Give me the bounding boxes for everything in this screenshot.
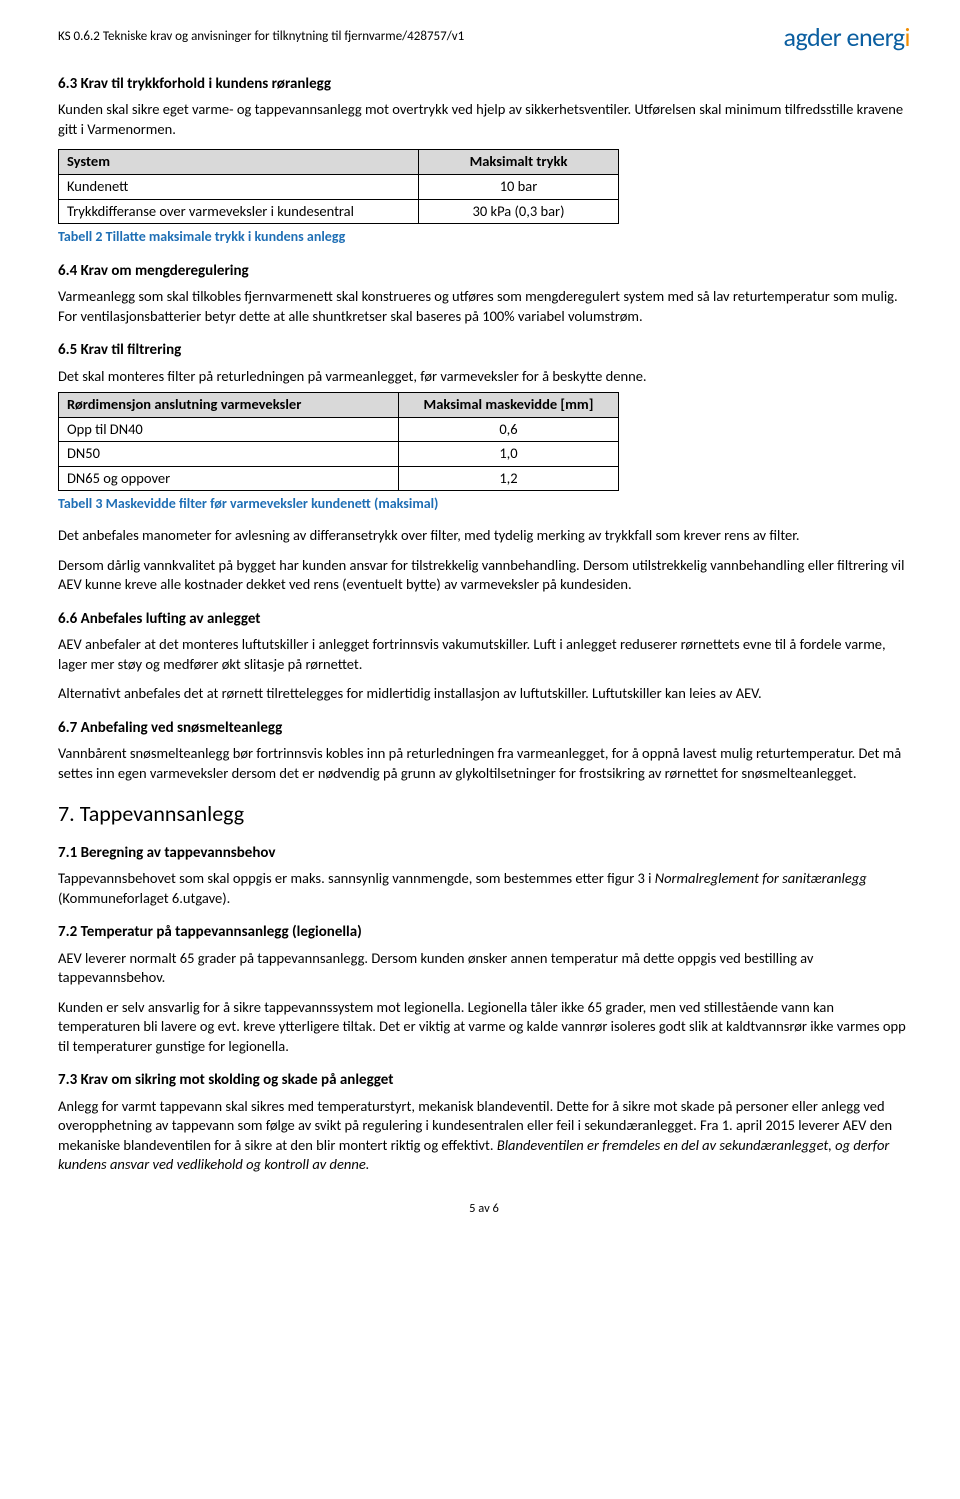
table-cell: 1,2: [399, 466, 619, 491]
doc-reference: KS 0.6.2 Tekniske krav og anvisninger fo…: [58, 28, 464, 46]
text-span: (Kommuneforlaget 6.utgave).: [58, 889, 230, 907]
table-2: System Maksimalt trykk Kundenett 10 bar …: [58, 149, 619, 224]
table-row: Rørdimensjon anslutning varmeveksler Mak…: [59, 393, 619, 418]
table-row: DN65 og oppover 1,2: [59, 466, 619, 491]
para-6-7-1: Vannbårent snøsmelteanlegg bør fortrinns…: [58, 744, 910, 783]
table-row: Opp til DN40 0,6: [59, 417, 619, 442]
page-header: KS 0.6.2 Tekniske krav og anvisninger fo…: [58, 28, 910, 50]
heading-7-3: 7.3 Krav om sikring mot skolding og skad…: [58, 1070, 910, 1090]
para-7-3-1: Anlegg for varmt tappevann skal sikres m…: [58, 1097, 910, 1175]
table-cell: Opp til DN40: [59, 417, 399, 442]
heading-7: 7. Tappevannsanlegg: [58, 799, 910, 829]
para-6-4-1: Varmeanlegg som skal tilkobles fjernvarm…: [58, 287, 910, 326]
table-3: Rørdimensjon anslutning varmeveksler Mak…: [58, 392, 619, 491]
table-cell: 0,6: [399, 417, 619, 442]
logo-text-1: agder: [784, 21, 842, 53]
para-7-2-2: Kunden er selv ansvarlig for å sikre tap…: [58, 998, 910, 1057]
logo-text-2: energ: [841, 21, 904, 53]
heading-7-2: 7.2 Temperatur på tappevannsanlegg (legi…: [58, 922, 910, 942]
table-cell: DN50: [59, 442, 399, 467]
heading-6-6: 6.6 Anbefales lufting av anlegget: [58, 609, 910, 629]
para-6-6-2: Alternativt anbefales det at rørnett til…: [58, 684, 910, 704]
heading-7-1: 7.1 Beregning av tappevannsbehov: [58, 843, 910, 863]
table-header-maxpressure: Maksimalt trykk: [419, 150, 619, 175]
para-6-5-1: Det skal monteres filter på returledning…: [58, 367, 910, 387]
table-cell: 30 kPa (0,3 bar): [419, 199, 619, 224]
para-6-5-2: Det anbefales manometer for avlesning av…: [58, 526, 910, 546]
heading-6-3: 6.3 Krav til trykkforhold i kundens røra…: [58, 74, 910, 94]
table-header-dim: Rørdimensjon anslutning varmeveksler: [59, 393, 399, 418]
company-logo: agder energi: [784, 24, 910, 50]
table-cell: Kundenett: [59, 174, 419, 199]
para-6-5-3: Dersom dårlig vannkvalitet på bygget har…: [58, 556, 910, 595]
table-cell: 1,0: [399, 442, 619, 467]
italic-span: Normalreglement for sanitæranlegg: [655, 869, 867, 887]
table-header-mesh: Maksimal maskevidde [mm]: [399, 393, 619, 418]
logo-accent: i: [905, 21, 910, 53]
table-row: System Maksimalt trykk: [59, 150, 619, 175]
table-row: Trykkdifferanse over varmeveksler i kund…: [59, 199, 619, 224]
para-7-1-1: Tappevannsbehovet som skal oppgis er mak…: [58, 869, 910, 908]
section-title: Tappevannsanlegg: [80, 800, 244, 827]
table-3-caption: Tabell 3 Maskevidde filter før varmeveks…: [58, 495, 910, 514]
table-cell: DN65 og oppover: [59, 466, 399, 491]
table-cell: Trykkdifferanse over varmeveksler i kund…: [59, 199, 419, 224]
heading-6-7: 6.7 Anbefaling ved snøsmelteanlegg: [58, 718, 910, 738]
table-row: DN50 1,0: [59, 442, 619, 467]
para-6-3-1: Kunden skal sikre eget varme- og tappeva…: [58, 100, 910, 139]
page-footer: 5 av 6: [58, 1201, 910, 1218]
para-7-2-1: AEV leverer normalt 65 grader på tappeva…: [58, 949, 910, 988]
heading-6-5: 6.5 Krav til filtrering: [58, 340, 910, 360]
text-span: Tappevannsbehovet som skal oppgis er mak…: [58, 869, 655, 887]
table-cell: 10 bar: [419, 174, 619, 199]
table-2-caption: Tabell 2 Tillatte maksimale trykk i kund…: [58, 228, 910, 247]
table-header-system: System: [59, 150, 419, 175]
section-number: 7.: [58, 800, 75, 827]
para-6-6-1: AEV anbefaler at det monteres luftutskil…: [58, 635, 910, 674]
heading-6-4: 6.4 Krav om mengderegulering: [58, 261, 910, 281]
table-row: Kundenett 10 bar: [59, 174, 619, 199]
